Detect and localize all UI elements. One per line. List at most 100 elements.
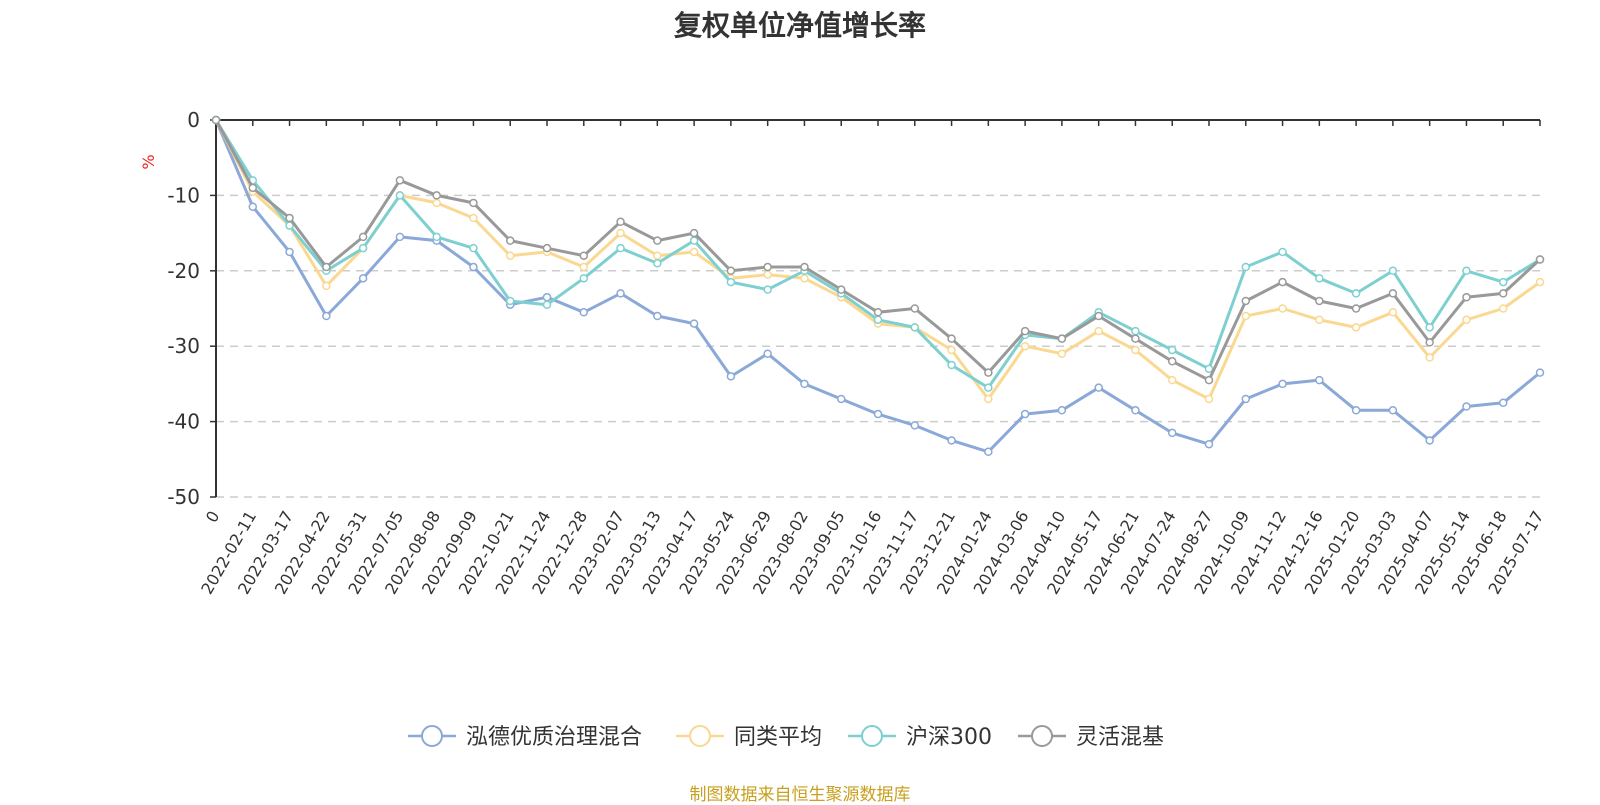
data-point xyxy=(1020,409,1030,419)
data-point xyxy=(211,115,221,125)
legend-label: 同类平均 xyxy=(734,725,822,750)
data-point xyxy=(1351,289,1361,298)
data-point xyxy=(653,311,662,321)
data-point xyxy=(1351,406,1361,415)
data-point xyxy=(1241,311,1251,321)
data-point xyxy=(1315,375,1324,385)
legend-item-2[interactable]: 沪深300 xyxy=(848,725,992,750)
data-point xyxy=(542,292,552,302)
data-point xyxy=(1535,255,1545,264)
data-point xyxy=(984,368,993,377)
series-1 xyxy=(211,115,1545,404)
data-point xyxy=(1020,326,1030,336)
data-point xyxy=(1094,383,1103,392)
data-point xyxy=(322,311,331,321)
data-point xyxy=(1057,349,1067,358)
legend-label: 泓德优质治理混合 xyxy=(466,725,642,750)
data-point xyxy=(1388,289,1398,298)
data-point xyxy=(1498,277,1508,287)
legend-swatch-marker xyxy=(421,725,443,747)
data-point xyxy=(469,198,478,208)
data-point xyxy=(1094,326,1103,336)
legend-swatch-marker xyxy=(689,725,711,747)
data-point xyxy=(763,285,772,294)
data-point xyxy=(947,436,956,445)
data-point xyxy=(1241,262,1251,272)
series-lines xyxy=(211,115,1545,457)
series-2 xyxy=(211,115,1545,392)
data-point xyxy=(910,323,920,332)
data-point xyxy=(358,274,368,283)
series-line xyxy=(214,119,1542,382)
data-point xyxy=(1315,274,1324,283)
data-point xyxy=(616,289,625,298)
y-axis-label: % xyxy=(139,154,158,169)
data-point xyxy=(1462,315,1471,325)
data-point xyxy=(1462,402,1471,411)
data-point xyxy=(1498,289,1508,298)
data-point xyxy=(616,217,625,227)
data-point xyxy=(1351,323,1361,332)
data-point xyxy=(726,372,736,381)
grid-lines xyxy=(216,194,1540,498)
y-tick-label: -50 xyxy=(167,485,200,509)
data-point xyxy=(1388,308,1398,317)
data-point xyxy=(1131,345,1140,355)
legend-item-1[interactable]: 同类平均 xyxy=(676,725,822,750)
data-point xyxy=(432,232,441,242)
data-point xyxy=(1535,277,1545,287)
data-point xyxy=(579,251,589,260)
data-point xyxy=(1131,326,1140,336)
legend[interactable]: 泓德优质治理混合 同类平均 沪深300 灵活混基 xyxy=(408,725,1164,750)
data-point xyxy=(1498,304,1508,313)
data-point xyxy=(910,304,920,313)
data-point xyxy=(358,232,368,242)
data-point xyxy=(653,236,662,245)
data-point xyxy=(395,232,405,242)
data-point xyxy=(653,251,662,260)
data-point xyxy=(1057,334,1067,343)
y-tick-label: -40 xyxy=(167,410,200,434)
data-point xyxy=(763,270,772,279)
data-point xyxy=(1167,375,1177,385)
legend-item-0[interactable]: 泓德优质治理混合 xyxy=(408,725,642,750)
data-point xyxy=(616,228,625,238)
data-point xyxy=(873,308,883,317)
data-point xyxy=(873,315,883,325)
data-point xyxy=(836,394,846,404)
data-point xyxy=(689,236,699,245)
data-point xyxy=(432,198,441,208)
data-point xyxy=(1020,341,1030,351)
data-point xyxy=(469,262,478,272)
data-point xyxy=(1425,338,1434,347)
data-point xyxy=(763,349,772,358)
data-point xyxy=(1315,315,1324,325)
data-point xyxy=(984,447,993,457)
data-point xyxy=(910,421,920,430)
data-point xyxy=(984,394,993,404)
data-point xyxy=(1315,296,1324,306)
data-point xyxy=(542,300,552,309)
data-point xyxy=(395,176,405,185)
data-point xyxy=(505,251,515,260)
data-point xyxy=(1167,357,1177,366)
data-point xyxy=(689,247,699,257)
data-point xyxy=(1278,247,1287,257)
data-point xyxy=(1094,311,1103,321)
data-point xyxy=(432,191,441,200)
legend-item-3[interactable]: 灵活混基 xyxy=(1018,725,1164,750)
legend-swatch-marker xyxy=(1031,725,1053,747)
data-point xyxy=(800,274,809,283)
data-point xyxy=(1498,398,1508,407)
data-point xyxy=(726,277,736,287)
data-point xyxy=(1388,266,1398,276)
data-point xyxy=(653,259,662,268)
data-point xyxy=(836,285,846,294)
data-point xyxy=(285,213,294,223)
data-point xyxy=(947,345,956,355)
chart-title: 复权单位净值增长率 xyxy=(673,9,926,42)
data-point xyxy=(322,262,331,272)
y-tick-label: -10 xyxy=(167,183,200,207)
data-point xyxy=(1462,292,1471,302)
data-point xyxy=(1057,406,1067,415)
